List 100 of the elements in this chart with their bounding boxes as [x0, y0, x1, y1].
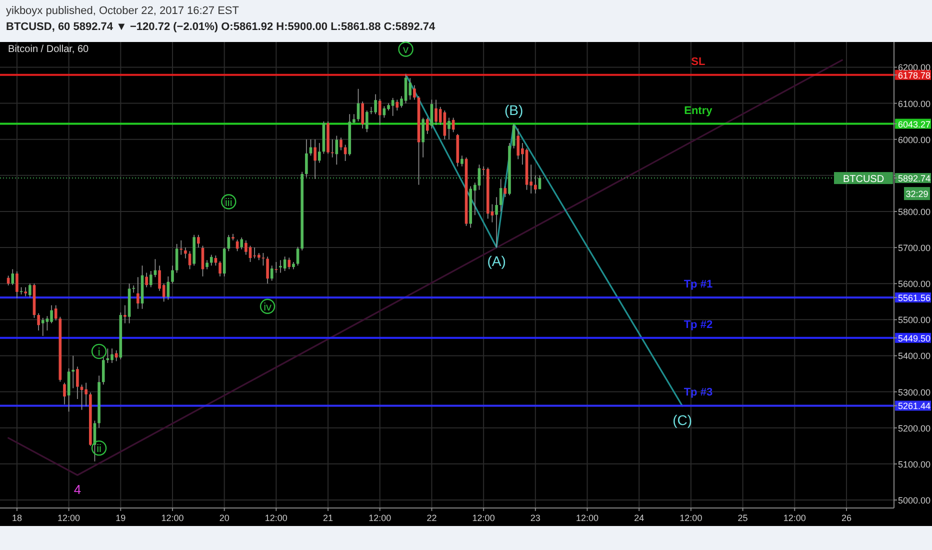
candlestick [279, 260, 282, 274]
chart-subtitle: Bitcoin / Dollar, 60 [8, 44, 90, 55]
x-tick-label: 12:00 [264, 513, 288, 523]
candlestick [448, 117, 450, 140]
candlestick [11, 268, 14, 286]
y-tick-label: 5100.00 [898, 459, 931, 470]
candlestick [296, 246, 300, 266]
ref-line-label: Tp #3 [684, 386, 713, 399]
x-tick-label: 12:00 [161, 513, 184, 523]
candlestick [24, 286, 28, 297]
y-tick-label: 5300.00 [898, 387, 931, 398]
y-tick-label: 6100.00 [898, 98, 931, 109]
y-tick-label: 5000.00 [898, 496, 931, 506]
x-tick-label: 22 [426, 513, 437, 523]
y-tick-label: 5261.44 [898, 401, 931, 412]
x-tick-label: 21 [323, 513, 334, 523]
candlestick [374, 94, 377, 115]
candlestick [114, 350, 118, 362]
candlestick [28, 283, 32, 298]
y-tick-label: 5800.00 [898, 206, 931, 217]
y-tick-label: 5700.00 [898, 243, 931, 254]
annotation: iv [264, 301, 272, 314]
candlestick [84, 382, 88, 407]
x-tick-label: 23 [530, 513, 540, 523]
candlestick [102, 357, 105, 385]
candlestick [37, 312, 40, 331]
y-tick-label: 6000.00 [898, 134, 931, 145]
x-tick-label: 12:00 [680, 513, 702, 523]
candlestick [288, 257, 291, 270]
candlestick [124, 304, 126, 324]
candlestick [63, 382, 66, 405]
ref-line-label: SL [691, 56, 706, 68]
candlestick [512, 123, 516, 149]
y-tick-label: 5600.00 [898, 279, 931, 290]
candlestick [50, 304, 53, 324]
x-tick-label: 12:00 [368, 513, 392, 523]
x-tick-label: 12:00 [576, 513, 599, 523]
annotation: (A) [487, 253, 506, 270]
candlestick [460, 155, 464, 167]
annotation: 4 [74, 482, 82, 498]
candlestick [361, 101, 364, 129]
candlestick [149, 270, 152, 288]
candlestick [232, 233, 234, 241]
candlestick [378, 98, 382, 126]
y-tick-label: 5561.56 [898, 292, 931, 303]
candlestick [516, 128, 520, 160]
candlestick [248, 245, 252, 262]
text: yikboyx published, October 22, 2017 16:27 EST [6, 5, 240, 17]
candlestick [314, 138, 316, 180]
candlestick [262, 252, 265, 266]
candlestick [136, 276, 140, 310]
candlestick [408, 78, 412, 100]
candlestick [175, 244, 178, 274]
line-series [404, 74, 684, 407]
candlestick [495, 196, 498, 248]
annotation: (B) [504, 102, 524, 118]
candlestick [244, 240, 248, 256]
candlestick [274, 262, 278, 274]
y-tick-label: 5200.00 [898, 423, 931, 434]
candlestick [266, 256, 269, 284]
candlestick [72, 355, 75, 389]
candlestick [413, 84, 416, 100]
annotation: v [403, 44, 410, 56]
candlestick [171, 265, 174, 284]
candlestick [426, 117, 429, 134]
candlestick [340, 137, 342, 151]
candlestick [318, 142, 321, 164]
x-tick-label: 19 [116, 513, 126, 523]
chart-title: BTCUSD, 60 5892.74 ▼ −120.72 (−2.01%) O:5861.92 H:5900.00 L:5861.88 C:5892.74 [6, 21, 436, 33]
x-tick-label: 26 [841, 513, 852, 523]
x-tick-label: 12:00 [783, 513, 806, 523]
candlestick [180, 240, 183, 256]
candlestick [240, 237, 244, 250]
y-tick-label: 5892.74 [898, 174, 931, 184]
x-tick-label: 12:00 [58, 513, 80, 523]
candlestick [391, 98, 394, 116]
y-tick-label: 5500.00 [898, 315, 931, 326]
annotation: iii [224, 196, 232, 209]
y-tick-label: 5449.50 [898, 333, 931, 344]
candlestick [197, 234, 200, 248]
candlestick [270, 265, 274, 282]
ref-line-label: Tp #1 [684, 278, 713, 290]
candlestick [305, 138, 308, 178]
candlestick [110, 348, 114, 364]
y-tick-label: 6178.78 [898, 70, 931, 80]
y-tick-label: 5400.00 [898, 351, 931, 362]
ref-line-label: BTCUSD [842, 174, 884, 186]
candlestick [67, 368, 70, 412]
x-tick-label: 18 [12, 513, 22, 523]
candlestick [478, 164, 481, 190]
candlestick [145, 272, 148, 288]
candlestick [335, 135, 338, 166]
candlestick [504, 186, 507, 198]
x-tick-label: 12:00 [472, 513, 495, 523]
candlestick [404, 74, 408, 104]
y-tick-label: 6043.27 [898, 119, 931, 130]
candlestick [184, 247, 187, 259]
candlestick [206, 260, 208, 270]
candlestick [16, 270, 18, 298]
candlestick [422, 117, 424, 158]
